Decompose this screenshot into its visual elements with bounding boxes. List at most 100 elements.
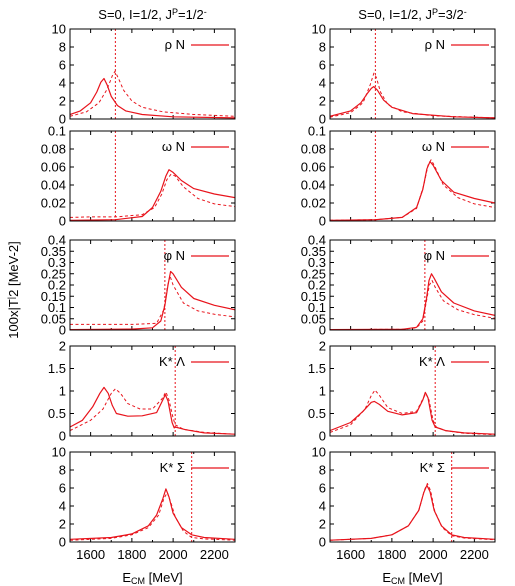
- series-solid: [70, 77, 235, 119]
- y-tick-label: 2: [319, 339, 326, 354]
- panel-8: 0 0.5 1 1.5 2 K* Λ: [308, 339, 496, 444]
- series-solid: [330, 86, 495, 119]
- panel-title: S=0, I=1/2, JP=3/2-: [358, 7, 466, 22]
- y-tick-label: 0: [59, 535, 66, 550]
- y-tick-label: 0.4: [308, 233, 326, 248]
- y-tick-label: 4: [59, 76, 66, 91]
- x-tick-label: 2200: [460, 547, 489, 562]
- y-tick-label: 0.5: [308, 406, 326, 421]
- y-tick-label: 8: [319, 40, 326, 55]
- y-tick-label: 0.5: [48, 406, 66, 421]
- y-tick-label: 2: [59, 517, 66, 532]
- y-tick-label: 0: [59, 214, 66, 229]
- y-tick-label: 0.02: [41, 196, 66, 211]
- y-tick-label: 0.35: [41, 244, 66, 259]
- y-tick-label: 0: [319, 429, 326, 444]
- x-tick-label: 2000: [419, 547, 448, 562]
- legend-label: ρ N: [425, 37, 445, 52]
- y-tick-label: 0.2: [308, 278, 326, 293]
- series-dashed: [330, 280, 495, 330]
- series-solid: [70, 488, 235, 540]
- panel-9: 0 2 4 6 8 10 1600 1800 2000 2200 K* Σ: [52, 445, 236, 562]
- series-dashed: [70, 388, 235, 435]
- y-tick-label: 2: [319, 94, 326, 109]
- y-tick-label: 6: [59, 481, 66, 496]
- series-dashed: [330, 159, 495, 221]
- x-tick-label: 1800: [377, 547, 406, 562]
- panel-title: S=0, I=1/2, JP=1/2-: [98, 7, 206, 22]
- svg-text:ECM [MeV]: ECM [MeV]: [122, 570, 182, 586]
- panel-3: 0 0.02 0.04 0.06 0.08 0.1 ω N: [41, 124, 236, 229]
- panel-2: S=0, I=1/2, JP=3/2- 0 2 4 6 8 10 ρ N: [312, 7, 496, 127]
- y-tick-label: 0: [319, 535, 326, 550]
- panel-10: 0 2 4 6 8 10 1600 1800 2000 2200 K* Σ: [312, 445, 496, 562]
- y-tick-label: 1.5: [308, 361, 326, 376]
- panel-1: S=0, I=1/2, JP=1/2- 0 2 4 6 8 10 ρ N: [52, 7, 236, 127]
- y-tick-label: 0.2: [48, 278, 66, 293]
- y-tick-label: 0.1: [308, 300, 326, 315]
- series-dashed: [70, 70, 235, 117]
- legend-label: K* Σ: [420, 460, 445, 475]
- y-tick-label: 2: [59, 94, 66, 109]
- legend-label: K* Λ: [419, 354, 445, 369]
- y-tick-label: 10: [312, 22, 326, 37]
- y-tick-label: 0.04: [301, 178, 326, 193]
- y-tick-label: 0.35: [301, 244, 326, 259]
- series-dashed: [70, 275, 235, 325]
- y-tick-label: 0: [59, 323, 66, 338]
- x-tick-label: 1600: [76, 547, 105, 562]
- plot-frame: [69, 345, 236, 437]
- y-tick-label: 4: [319, 76, 326, 91]
- legend-label: ρ N: [165, 37, 185, 52]
- y-tick-label: 0.1: [308, 124, 326, 139]
- y-tick-label: 0.25: [301, 266, 326, 281]
- y-tick-label: 0.3: [48, 255, 66, 270]
- legend-label: ω N: [162, 139, 185, 154]
- legend-label: ω N: [422, 139, 445, 154]
- panel-7: 0 0.5 1 1.5 2 K* Λ: [48, 339, 236, 444]
- series-dashed: [330, 483, 495, 541]
- series-dashed: [70, 173, 235, 218]
- y-tick-label: 6: [319, 481, 326, 496]
- y-tick-label: 8: [319, 463, 326, 478]
- y-tick-label: 4: [59, 499, 66, 514]
- y-tick-label: 0: [319, 214, 326, 229]
- y-tick-label: 1: [319, 384, 326, 399]
- y-tick-label: 0.4: [48, 233, 66, 248]
- series-solid: [70, 386, 235, 435]
- x-axis-label-2: ECM [MeV]: [382, 570, 442, 586]
- svg-text:S=0, I=1/2, JP=3/2-: S=0, I=1/2, JP=3/2-: [358, 7, 466, 22]
- series-solid: [70, 169, 235, 221]
- y-tick-label: 0: [319, 323, 326, 338]
- plot-frame: [69, 239, 236, 331]
- y-tick-label: 0.1: [48, 124, 66, 139]
- y-tick-label: 0.08: [301, 142, 326, 157]
- legend-label: φ N: [424, 248, 445, 263]
- y-tick-label: 0.15: [301, 289, 326, 304]
- series-dashed: [70, 492, 235, 541]
- series-solid: [330, 273, 495, 330]
- svg-text:S=0, I=1/2, JP=1/2-: S=0, I=1/2, JP=1/2-: [98, 7, 206, 22]
- plot-frame: [329, 451, 496, 543]
- legend-label: K* Σ: [160, 460, 185, 475]
- plot-frame: [69, 451, 236, 543]
- series-solid: [70, 270, 235, 330]
- y-tick-label: 0: [319, 112, 326, 127]
- series-solid: [330, 484, 495, 541]
- y-tick-label: 0.15: [41, 289, 66, 304]
- svg-text:ECM [MeV]: ECM [MeV]: [382, 570, 442, 586]
- y-tick-label: 0.1: [48, 300, 66, 315]
- plot-frame: [329, 345, 496, 437]
- panel-5: 00.050.10.150.20.250.30.350.4 φ N: [41, 233, 236, 338]
- y-tick-label: 8: [59, 463, 66, 478]
- series-solid: [330, 391, 495, 435]
- plot-frame: [69, 130, 236, 222]
- y-tick-label: 1.5: [48, 361, 66, 376]
- x-tick-label: 1600: [336, 547, 365, 562]
- x-axis-label-1: ECM [MeV]: [122, 570, 182, 586]
- y-tick-label: 2: [319, 517, 326, 532]
- y-tick-label: 10: [52, 445, 66, 460]
- y-tick-label: 0.06: [41, 160, 66, 175]
- legend-label: K* Λ: [159, 354, 185, 369]
- y-tick-label: 6: [59, 58, 66, 73]
